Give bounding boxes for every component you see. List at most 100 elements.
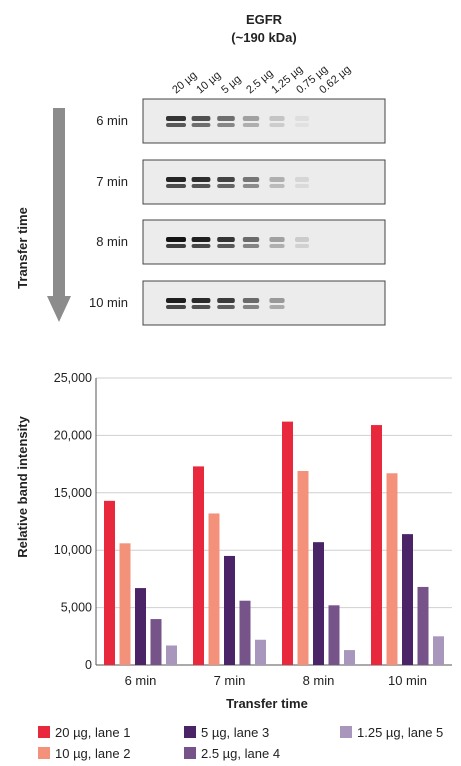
blot-title: EGFR	[246, 12, 283, 27]
blot-band	[191, 116, 211, 121]
transfer-time-label: Transfer time	[15, 207, 30, 289]
blot-band	[217, 237, 235, 242]
blot-band	[295, 116, 309, 121]
blot-band-lower	[217, 244, 235, 248]
legend-label: 1.25 µg, lane 5	[357, 725, 443, 740]
blot-band	[166, 298, 186, 303]
legend-swatch	[38, 747, 50, 759]
blot-band	[217, 116, 235, 121]
blot-band	[269, 298, 285, 303]
legend-swatch	[184, 726, 196, 738]
bar	[239, 600, 251, 665]
blot-band-lower	[191, 305, 211, 309]
legend-item: 10 µg, lane 2	[38, 746, 130, 761]
blot-band	[295, 237, 309, 242]
bar	[344, 650, 355, 665]
blot-band-lower	[166, 123, 186, 127]
bar	[433, 636, 444, 665]
lane-label: 20 µg	[170, 69, 199, 96]
blot-band-lower	[191, 244, 211, 248]
legend-label: 2.5 µg, lane 4	[201, 746, 280, 761]
blot-band-lower	[269, 123, 285, 127]
blot-band	[191, 177, 211, 182]
y-tick-label: 15,000	[54, 486, 92, 500]
blot-band	[191, 298, 211, 303]
y-tick-label: 20,000	[54, 428, 92, 442]
legend-label: 5 µg, lane 3	[201, 725, 269, 740]
bar	[297, 470, 309, 665]
blot-band-lower	[166, 244, 186, 248]
blot-band	[295, 177, 309, 182]
blot-panel-label: 6 min	[96, 113, 128, 128]
y-axis: 0 5,000 10,000 15,000 20,000 25,000	[54, 371, 452, 672]
blot-band-lower	[191, 184, 211, 188]
x-axis: 6 min 7 min 8 min 10 min	[125, 673, 427, 688]
lane-label: 10 µg	[194, 69, 223, 96]
lane-label: 2.5 µg	[244, 67, 275, 96]
legend-item: 20 µg, lane 1	[38, 725, 130, 740]
x-tick-label: 8 min	[303, 673, 335, 688]
blot-band	[191, 237, 211, 242]
transfer-time-arrow	[47, 108, 71, 322]
legend-item: 5 µg, lane 3	[184, 725, 269, 740]
bar	[166, 645, 177, 665]
bar	[282, 421, 293, 665]
blot-band	[242, 116, 260, 121]
bar	[224, 555, 235, 665]
x-tick-label: 7 min	[214, 673, 246, 688]
legend: 20 µg, lane 1 10 µg, lane 2 5 µg, lane 3 2.…	[38, 725, 443, 761]
lane-label: 5 µg	[219, 73, 243, 96]
blot-band-lower	[295, 184, 309, 188]
legend-item: 1.25 µg, lane 5	[340, 725, 443, 740]
bar	[255, 639, 266, 665]
blot-band	[269, 177, 285, 182]
y-tick-label: 0	[85, 658, 92, 672]
bar	[119, 543, 131, 665]
blot-panel: 7 min	[96, 159, 386, 205]
blot-panel-label: 8 min	[96, 234, 128, 249]
legend-swatch	[184, 747, 196, 759]
bar	[104, 500, 115, 665]
blot-band	[166, 177, 186, 182]
blot-band-lower	[269, 244, 285, 248]
x-tick-label: 6 min	[125, 673, 157, 688]
blot-band-lower	[269, 305, 285, 309]
y-tick-label: 10,000	[54, 543, 92, 557]
blot-band-lower	[295, 123, 309, 127]
y-tick-label: 25,000	[54, 371, 92, 385]
blot-band	[242, 298, 260, 303]
bars	[104, 421, 444, 665]
blot-band-lower	[242, 184, 260, 188]
blot-band-lower	[217, 184, 235, 188]
blot-band-lower	[242, 244, 260, 248]
legend-item: 2.5 µg, lane 4	[184, 746, 280, 761]
x-axis-label: Transfer time	[226, 696, 308, 711]
blot-band-lower	[242, 123, 260, 127]
bar	[371, 425, 382, 665]
blot-band	[269, 116, 285, 121]
blot-band	[166, 116, 186, 121]
blot-panel: 10 min	[89, 280, 386, 326]
blot-band-lower	[166, 305, 186, 309]
blot-band-lower	[217, 305, 235, 309]
bar-chart: Relative band intensity 0 5,000 10,000 15,0…	[15, 371, 452, 711]
bar	[208, 513, 220, 665]
blot-band	[242, 177, 260, 182]
bar	[135, 588, 146, 665]
bar	[193, 466, 204, 665]
blot-band-lower	[295, 244, 309, 248]
legend-label: 20 µg, lane 1	[55, 725, 130, 740]
blot-band	[166, 237, 186, 242]
blot-band-lower	[242, 305, 260, 309]
bar	[328, 605, 340, 665]
legend-swatch	[38, 726, 50, 738]
blot-band	[217, 298, 235, 303]
blot-band-lower	[217, 123, 235, 127]
blot-band	[242, 237, 260, 242]
blot-subtitle: (~190 kDa)	[231, 30, 296, 45]
blot-band	[217, 177, 235, 182]
blot-band-lower	[166, 184, 186, 188]
x-tick-label: 10 min	[388, 673, 427, 688]
